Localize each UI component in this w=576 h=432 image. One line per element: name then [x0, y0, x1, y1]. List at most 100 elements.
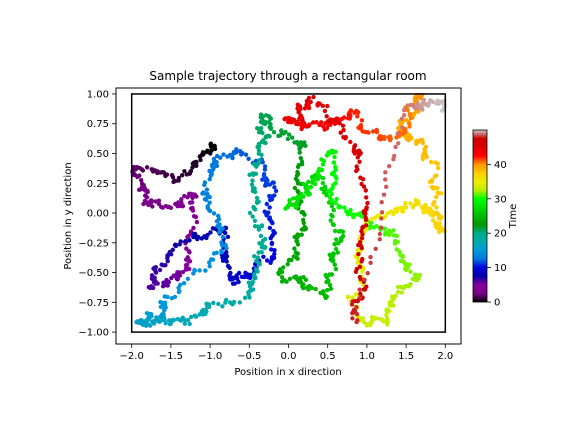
- trajectory-point: [187, 321, 192, 327]
- trajectory-point: [379, 210, 385, 215]
- trajectory-point: [353, 109, 359, 115]
- trajectory-point: [281, 265, 286, 270]
- trajectory-point: [302, 212, 307, 217]
- trajectory-point: [192, 313, 197, 318]
- trajectory-point: [297, 104, 303, 109]
- trajectory-point: [194, 219, 200, 225]
- trajectory-point: [329, 272, 335, 277]
- trajectory-point: [160, 170, 165, 175]
- trajectory-point: [349, 302, 355, 307]
- trajectory-point: [408, 201, 413, 206]
- trajectory-point: [320, 103, 325, 109]
- trajectory-point: [182, 193, 187, 199]
- trajectory-point: [403, 266, 408, 271]
- trajectory-point: [191, 225, 196, 231]
- trajectory-point: [173, 242, 178, 247]
- trajectory-point: [301, 285, 306, 291]
- trajectory-point: [416, 201, 421, 207]
- trajectory-point: [295, 171, 301, 177]
- trajectory-point: [186, 258, 191, 263]
- trajectory-point: [252, 162, 257, 167]
- trajectory-point: [421, 97, 427, 103]
- x-tick-label: 1.5: [398, 351, 414, 362]
- trajectory-point: [428, 159, 434, 165]
- trajectory-point: [152, 266, 158, 272]
- trajectory-point: [157, 267, 163, 273]
- trajectory-point: [383, 232, 388, 237]
- trajectory-point: [268, 126, 273, 131]
- trajectory-point: [202, 197, 208, 202]
- trajectory-point: [322, 108, 328, 114]
- trajectory-point: [286, 258, 292, 263]
- trajectory-point: [363, 188, 368, 193]
- trajectory-point: [364, 323, 370, 328]
- trajectory-point: [299, 227, 305, 232]
- trajectory-point: [377, 133, 383, 139]
- trajectory-point: [254, 266, 259, 272]
- trajectory-point: [358, 291, 363, 297]
- trajectory-point: [162, 308, 167, 313]
- trajectory-point: [335, 117, 341, 122]
- trajectory-point: [406, 284, 412, 289]
- trajectory-point: [131, 164, 137, 170]
- trajectory-point: [399, 116, 404, 122]
- trajectory-point: [308, 184, 314, 190]
- trajectory-point: [195, 235, 200, 240]
- trajectory-point: [328, 218, 333, 223]
- trajectory-point: [267, 182, 272, 187]
- trajectory-point: [271, 228, 276, 234]
- trajectory-point: [151, 279, 157, 285]
- trajectory-point: [176, 285, 181, 290]
- trajectory-point: [165, 259, 170, 264]
- trajectory-point: [407, 124, 412, 129]
- trajectory-point: [214, 153, 220, 159]
- trajectory-point: [234, 147, 239, 152]
- trajectory-point: [360, 177, 366, 182]
- trajectory-point: [243, 152, 249, 157]
- trajectory-point: [283, 129, 288, 135]
- trajectory-point: [205, 232, 210, 238]
- trajectory-point: [314, 120, 319, 125]
- trajectory-point: [378, 316, 383, 322]
- trajectory-point: [429, 184, 435, 190]
- trajectory-point: [391, 157, 396, 162]
- trajectory-point: [207, 177, 212, 182]
- trajectory-point: [262, 244, 268, 250]
- trajectory-point: [384, 184, 389, 189]
- trajectory-point: [187, 238, 192, 243]
- trajectory-point: [332, 242, 337, 247]
- trajectory-point: [207, 200, 212, 205]
- trajectory-point: [297, 150, 302, 155]
- trajectory-point: [329, 204, 335, 209]
- trajectory-point: [259, 250, 264, 255]
- trajectory-point: [423, 144, 428, 150]
- trajectory-point: [363, 211, 368, 216]
- trajectory-point: [223, 230, 228, 236]
- trajectory-point: [299, 232, 304, 237]
- trajectory-point: [315, 171, 320, 176]
- trajectory-point: [306, 179, 311, 184]
- trajectory-point: [292, 117, 297, 123]
- trajectory-point: [214, 163, 219, 169]
- trajectory-point: [156, 201, 162, 207]
- trajectory-point: [355, 155, 360, 160]
- trajectory-point: [208, 144, 214, 149]
- trajectory-point: [302, 106, 308, 111]
- trajectory-point: [414, 101, 420, 107]
- trajectory-point: [308, 99, 313, 105]
- trajectory-point: [271, 130, 277, 135]
- trajectory-point: [390, 211, 396, 216]
- trajectory-point: [252, 218, 258, 223]
- trajectory-point: [298, 155, 303, 161]
- trajectory-point: [198, 157, 203, 163]
- x-axis-label: Position in x direction: [234, 367, 341, 378]
- trajectory-point: [175, 200, 181, 205]
- trajectory-point: [272, 185, 277, 190]
- trajectory-point: [273, 188, 279, 194]
- trajectory-point: [325, 103, 330, 109]
- trajectory-point: [216, 223, 221, 228]
- trajectory-point: [402, 108, 407, 113]
- trajectory-point: [272, 248, 277, 253]
- trajectory-point: [414, 138, 419, 144]
- trajectory-point: [269, 247, 274, 252]
